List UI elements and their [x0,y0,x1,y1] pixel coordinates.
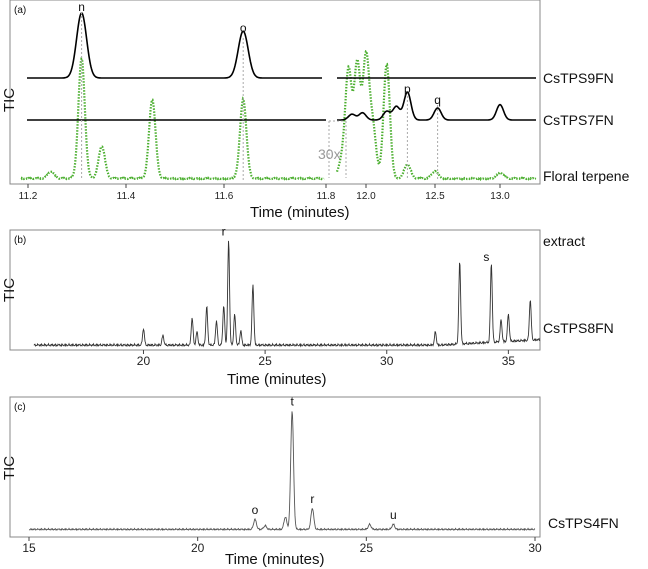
panel-c-y-axis-title: TIC [1,456,18,480]
panel-a-tick-label: 11.6 [215,191,234,202]
series-line-floral-terpene [335,50,537,182]
panel-a-x-ticks: 11.2 11.4 11.6 11.8 12.0 12.5 13.0 [19,184,510,202]
panel-c: (c) 15 20 25 30 o t r u Time (minutes) TIC CsT… [1,394,619,568]
panel-b-label: (b) [14,235,26,246]
series-line-floral-terpene [20,57,325,182]
series-line-cstps4fn [28,411,536,532]
panel-b-peak-labels: rs [222,225,490,264]
panel-b-tick-label: 20 [137,354,151,368]
panel-a-tick-label: 11.2 [19,191,38,202]
panel-a-series [20,12,537,182]
peak-label: q [434,93,441,107]
panel-b-x-ticks: 20 25 30 35 [137,350,516,368]
peak-label: o [252,503,259,517]
legend-cstps9fn: CsTPS9FN [543,70,614,86]
legend-floral-terpene: Floral terpene [543,168,630,184]
panel-a-tick-label: 12.5 [425,191,445,202]
panel-a-label: (a) [14,5,26,16]
peak-label: s [483,250,489,264]
peak-label: p [404,82,411,96]
series-line-cstps9fn [27,12,322,79]
panel-c-tick-label: 20 [191,541,205,555]
panel-a-tick-label: 13.0 [490,191,510,202]
peak-label: u [390,508,397,522]
panel-a: (a) 11.2 11.4 11.6 11.8 12.0 12.5 13.0 n o p q 30… [1,0,630,221]
panel-a-x-axis-title: Time (minutes) [250,204,349,221]
panel-a-tick-label: 11.8 [317,191,336,202]
panel-a-peak-labels: n o p q [78,0,441,107]
panel-c-peak-labels: o t r u [252,394,397,522]
zoom-bracket [328,120,347,178]
panel-a-frame [9,0,541,185]
panel-b-frame [9,229,541,351]
panel-a-tick-label: 11.4 [117,191,136,202]
panel-a-tick-label: 12.0 [356,191,376,202]
panel-c-tick-label: 30 [528,541,542,555]
peak-label: n [78,0,85,14]
series-line-cstps8fn [33,240,541,348]
peak-label: t [290,394,294,408]
legend-cstps4fn: CsTPS4FN [548,515,619,531]
panel-c-x-axis-title: Time (minutes) [225,551,324,568]
peak-label: r [222,225,226,239]
panel-c-label: (c) [14,402,26,413]
legend-cstps7fn: CsTPS7FN [543,112,614,128]
panel-c-tick-label: 25 [360,541,374,555]
scale-annotation: 30x [318,146,341,162]
panel-c-tick-label: 15 [22,541,36,555]
panel-b-tick-label: 35 [502,354,516,368]
panel-b-tick-label: 30 [380,354,394,368]
peak-label: r [310,492,314,506]
legend-cstps8fn: CsTPS8FN [543,320,614,336]
panel-b-x-axis-title: Time (minutes) [227,371,326,388]
panel-b-y-axis-title: TIC [1,278,18,302]
panel-b-series [33,240,541,348]
panel-c-frame [9,396,541,538]
peak-label: o [240,21,247,35]
panel-b: (b) extract 20 25 30 35 rs Time (minutes) T… [1,225,614,389]
panel-b-tick-label: 25 [258,354,272,368]
series-line-cstps7fn [337,91,536,121]
extract-word: extract [543,233,585,249]
panel-c-series [28,411,536,532]
panel-a-y-axis-title: TIC [1,88,18,112]
panel-c-x-ticks: 15 20 25 30 [22,537,542,555]
